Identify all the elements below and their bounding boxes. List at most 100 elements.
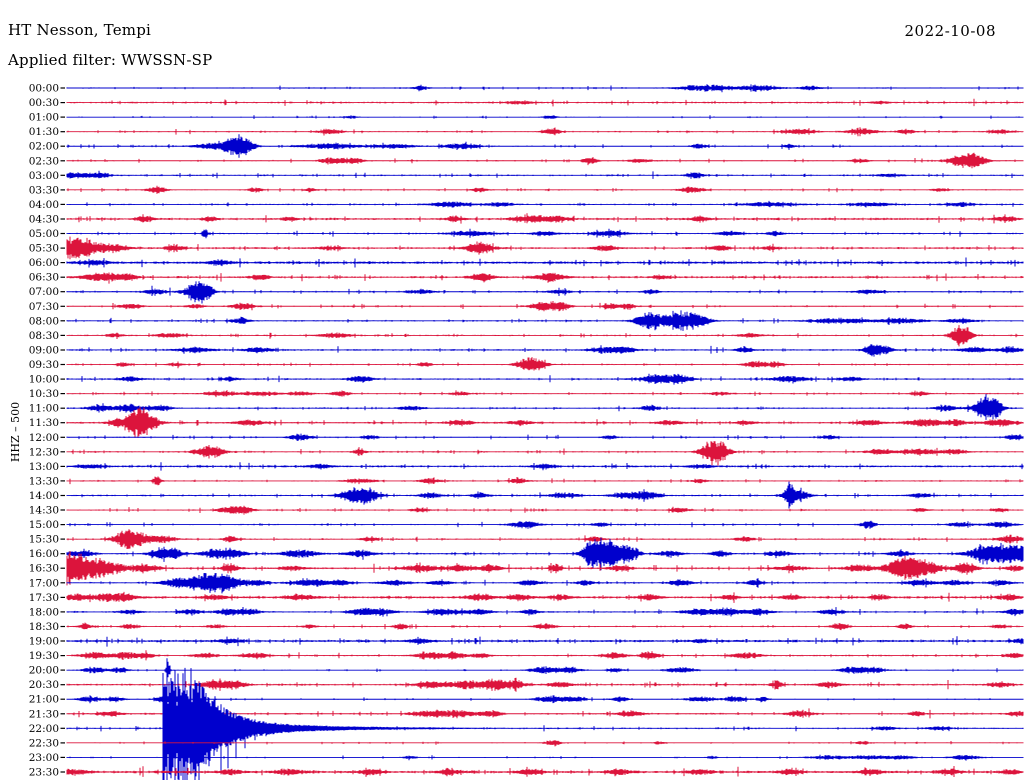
row-tick: [60, 262, 65, 264]
seismogram-trace-1130: [66, 407, 1024, 438]
trace-time-label-0900: 09:00: [29, 345, 59, 357]
row-tick: [60, 465, 65, 467]
seismogram-trace-1430: [66, 505, 1024, 515]
row-tick: [60, 436, 65, 438]
row-tick: [60, 771, 65, 773]
row-tick: [60, 582, 65, 584]
trace-time-label-1900: 19:00: [29, 636, 59, 648]
filter-label: Applied filter: WWSSN-SP: [8, 51, 213, 69]
seismogram-trace-0500: [66, 228, 1024, 239]
row-tick: [60, 334, 65, 336]
seismogram-trace-1200: [66, 433, 1024, 441]
row-tick: [60, 524, 65, 526]
row-tick: [60, 480, 65, 482]
row-tick: [60, 87, 65, 89]
seismogram-trace-1230: [66, 441, 1024, 466]
row-tick: [60, 684, 65, 686]
trace-time-label-2200: 22:00: [29, 723, 59, 735]
seismogram-trace-0800: [66, 310, 1024, 331]
row-tick: [60, 567, 65, 569]
trace-time-label-0300: 03:00: [29, 170, 59, 182]
trace-time-label-1030: 10:30: [29, 388, 59, 400]
seismogram-trace-0200: [66, 134, 1024, 158]
seismogram-trace-0430: [66, 213, 1024, 224]
seismogram-trace-0000: [66, 84, 1024, 93]
seismogram-trace-1600: [66, 537, 1024, 571]
row-tick: [60, 742, 65, 744]
seismogram-trace-0830: [66, 325, 1024, 347]
seismogram-trace-0300: [66, 170, 1024, 179]
trace-time-label-0030: 00:30: [29, 97, 59, 109]
row-tick: [60, 131, 65, 133]
trace-time-label-1100: 11:00: [29, 403, 59, 415]
seismogram-trace-2230: [66, 740, 1024, 747]
seismogram-trace-1500: [66, 520, 1024, 529]
trace-time-label-0430: 04:30: [29, 214, 59, 226]
seismogram-trace-1030: [66, 390, 1024, 398]
trace-time-label-1530: 15:30: [29, 534, 59, 546]
trace-time-label-1330: 13:30: [29, 475, 59, 487]
trace-time-label-2130: 21:30: [29, 708, 59, 720]
row-tick: [60, 422, 65, 424]
row-tick: [60, 713, 65, 715]
row-tick: [60, 320, 65, 322]
row-tick: [60, 494, 65, 497]
seismogram-trace-0230: [66, 152, 1024, 169]
trace-time-label-1930: 19:30: [29, 650, 59, 662]
trace-time-label-0500: 05:00: [29, 228, 59, 240]
row-tick: [60, 538, 65, 540]
seismogram-trace-0630: [66, 272, 1024, 284]
trace-time-label-1500: 15:00: [29, 519, 59, 531]
seismogram-trace-2100: [66, 694, 1024, 705]
row-tick: [60, 451, 65, 453]
row-tick: [60, 160, 65, 162]
trace-time-label-0230: 02:30: [29, 155, 59, 167]
seismogram-trace-2330: [66, 766, 1024, 777]
trace-time-label-0700: 07:00: [29, 286, 59, 298]
trace-time-label-2230: 22:30: [29, 737, 59, 749]
seismogram-trace-0030: [66, 98, 1024, 107]
row-tick: [60, 276, 65, 278]
row-tick: [60, 247, 65, 249]
row-tick: [60, 174, 65, 176]
trace-time-label-1000: 10:00: [29, 374, 59, 386]
trace-time-label-0830: 08:30: [29, 330, 59, 342]
seismogram-trace-1730: [66, 591, 1024, 603]
trace-time-label-0130: 01:30: [29, 126, 59, 138]
row-tick: [60, 232, 65, 235]
seismogram-trace-1830: [66, 622, 1024, 631]
trace-time-label-0330: 03:30: [29, 184, 59, 196]
trace-time-label-2000: 20:00: [29, 665, 59, 677]
row-tick: [60, 189, 65, 191]
row-tick: [60, 625, 65, 628]
seismogram-trace-1400: [66, 481, 1024, 509]
seismogram-trace-1930: [66, 650, 1024, 661]
trace-time-label-1600: 16:00: [29, 548, 59, 560]
row-tick: [60, 756, 65, 758]
row-tick: [60, 509, 65, 511]
station-title: HT Nesson, Tempi: [8, 21, 152, 39]
trace-time-label-0630: 06:30: [29, 272, 59, 284]
row-tick: [60, 698, 65, 700]
trace-time-label-0730: 07:30: [29, 301, 59, 313]
row-tick: [60, 393, 65, 395]
trace-time-label-1230: 12:30: [29, 446, 59, 458]
trace-time-label-1200: 12:00: [29, 432, 59, 444]
row-tick: [60, 102, 65, 104]
trace-time-label-0100: 01:00: [29, 112, 59, 124]
row-tick: [60, 655, 65, 657]
seismogram-trace-0530: [66, 236, 1024, 260]
seismogram-trace-0600: [66, 257, 1024, 268]
seismogram-trace-2000: [66, 661, 1024, 678]
seismogram-trace-1100: [66, 394, 1024, 420]
row-tick: [60, 116, 65, 118]
row-tick: [60, 596, 65, 598]
seismogram-trace-0930: [66, 357, 1024, 371]
seismogram-trace-0900: [66, 344, 1024, 357]
seismogram-trace-2030: [66, 677, 1024, 692]
trace-time-label-2030: 20:30: [29, 679, 59, 691]
trace-time-label-1630: 16:30: [29, 563, 59, 575]
trace-time-label-1130: 11:30: [29, 417, 59, 429]
